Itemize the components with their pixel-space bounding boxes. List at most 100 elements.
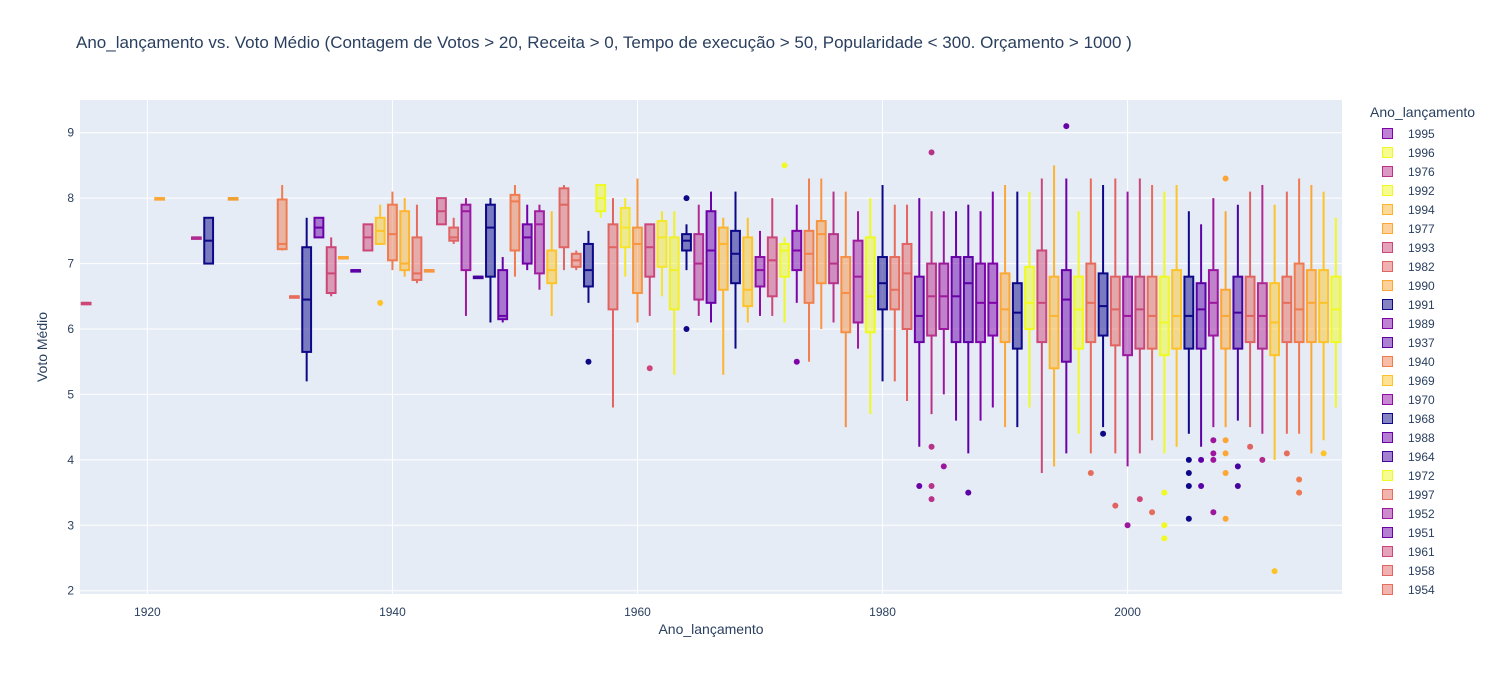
- legend-item[interactable]: 1997: [1370, 485, 1503, 504]
- box-trace[interactable]: [803, 178, 815, 362]
- box-trace[interactable]: [705, 191, 717, 323]
- box-trace[interactable]: [938, 211, 950, 470]
- box-trace[interactable]: [656, 211, 668, 297]
- box-trace[interactable]: [227, 197, 239, 201]
- box-trace[interactable]: [497, 257, 509, 323]
- box-trace[interactable]: [791, 204, 803, 365]
- box-trace[interactable]: [313, 216, 325, 239]
- box-trace[interactable]: [362, 223, 374, 252]
- legend-item[interactable]: 1969: [1370, 371, 1503, 390]
- box-trace[interactable]: [1330, 217, 1342, 408]
- box-trace[interactable]: [1269, 204, 1281, 575]
- box-trace[interactable]: [1305, 185, 1317, 454]
- box-trace[interactable]: [913, 198, 925, 490]
- box-trace[interactable]: [901, 204, 913, 401]
- legend-item[interactable]: 1989: [1370, 314, 1503, 333]
- box-trace[interactable]: [472, 275, 484, 280]
- box-trace[interactable]: [999, 185, 1011, 428]
- box-trace[interactable]: [570, 250, 582, 271]
- box-trace[interactable]: [521, 204, 533, 271]
- box-trace[interactable]: [595, 184, 607, 218]
- box-trace[interactable]: [1158, 191, 1170, 542]
- box-trace[interactable]: [717, 217, 729, 375]
- legend-item[interactable]: 1976: [1370, 162, 1503, 181]
- box-trace[interactable]: [1293, 178, 1305, 496]
- legend-item[interactable]: 1988: [1370, 428, 1503, 447]
- box-trace[interactable]: [558, 185, 570, 271]
- box-trace[interactable]: [730, 191, 741, 349]
- box-trace[interactable]: [632, 178, 643, 323]
- box-trace[interactable]: [1171, 185, 1183, 447]
- box-trace[interactable]: [1146, 185, 1158, 516]
- box-trace[interactable]: [1109, 178, 1121, 509]
- box-trace[interactable]: [509, 185, 521, 277]
- legend-item[interactable]: 1995: [1370, 124, 1503, 143]
- box-trace[interactable]: [1024, 191, 1035, 408]
- box-trace[interactable]: [766, 198, 778, 316]
- box-trace[interactable]: [350, 269, 362, 273]
- legend-item[interactable]: 1951: [1370, 523, 1503, 542]
- legend-item[interactable]: 1961: [1370, 542, 1503, 561]
- legend-item[interactable]: 1972: [1370, 466, 1503, 485]
- box-trace[interactable]: [1036, 178, 1048, 473]
- box-trace[interactable]: [289, 295, 300, 299]
- box-trace[interactable]: [1060, 123, 1072, 454]
- legend-item[interactable]: 1977: [1370, 219, 1503, 238]
- legend-item[interactable]: 1954: [1370, 580, 1503, 599]
- box-trace[interactable]: [889, 204, 901, 382]
- box-trace[interactable]: [583, 230, 594, 365]
- box-trace[interactable]: [1232, 204, 1244, 490]
- box-trace[interactable]: [962, 204, 974, 496]
- box-trace[interactable]: [80, 301, 92, 306]
- box-trace[interactable]: [950, 211, 962, 421]
- legend-item[interactable]: 1940: [1370, 352, 1503, 371]
- box-trace[interactable]: [1073, 211, 1084, 434]
- box-trace[interactable]: [423, 269, 435, 273]
- box-trace[interactable]: [338, 256, 349, 260]
- box-trace[interactable]: [644, 223, 656, 372]
- box-trace[interactable]: [668, 211, 680, 375]
- box-trace[interactable]: [1097, 185, 1109, 437]
- legend-item[interactable]: 1990: [1370, 276, 1503, 295]
- box-trace[interactable]: [460, 198, 472, 316]
- box-trace[interactable]: [852, 211, 864, 349]
- box-trace[interactable]: [926, 149, 937, 503]
- box-trace[interactable]: [325, 237, 337, 297]
- legend-item[interactable]: 1991: [1370, 295, 1503, 314]
- box-trace[interactable]: [1048, 165, 1060, 467]
- box-trace[interactable]: [975, 211, 986, 421]
- box-trace[interactable]: [1318, 191, 1330, 457]
- box-trace[interactable]: [301, 217, 313, 382]
- box-trace[interactable]: [436, 197, 447, 226]
- legend-item[interactable]: 1996: [1370, 143, 1503, 162]
- box-trace[interactable]: [1244, 191, 1256, 450]
- box-trace[interactable]: [411, 204, 423, 284]
- box-trace[interactable]: [387, 191, 398, 271]
- box-trace[interactable]: [1256, 185, 1268, 463]
- box-trace[interactable]: [546, 211, 558, 316]
- box-trace[interactable]: [534, 204, 545, 290]
- box-trace[interactable]: [154, 197, 166, 201]
- box-trace[interactable]: [987, 191, 999, 408]
- box-trace[interactable]: [374, 204, 386, 306]
- box-trace[interactable]: [276, 185, 288, 251]
- legend-item[interactable]: 1982: [1370, 257, 1503, 276]
- legend-item[interactable]: 1994: [1370, 200, 1503, 219]
- box-trace[interactable]: [864, 198, 876, 415]
- box-trace[interactable]: [840, 191, 852, 428]
- box-trace[interactable]: [828, 191, 839, 323]
- box-trace[interactable]: [1122, 191, 1133, 529]
- box-trace[interactable]: [877, 185, 888, 382]
- box-trace[interactable]: [485, 198, 496, 323]
- box-trace[interactable]: [1195, 224, 1207, 490]
- legend-item[interactable]: 1958: [1370, 561, 1503, 580]
- box-trace[interactable]: [1207, 198, 1219, 516]
- legend-item[interactable]: 1970: [1370, 390, 1503, 409]
- legend-item[interactable]: 1964: [1370, 447, 1503, 466]
- box-trace[interactable]: [1011, 191, 1023, 428]
- box-trace[interactable]: [1134, 178, 1146, 503]
- box-trace[interactable]: [1085, 178, 1097, 476]
- box-trace[interactable]: [754, 230, 766, 316]
- box-trace[interactable]: [448, 217, 460, 244]
